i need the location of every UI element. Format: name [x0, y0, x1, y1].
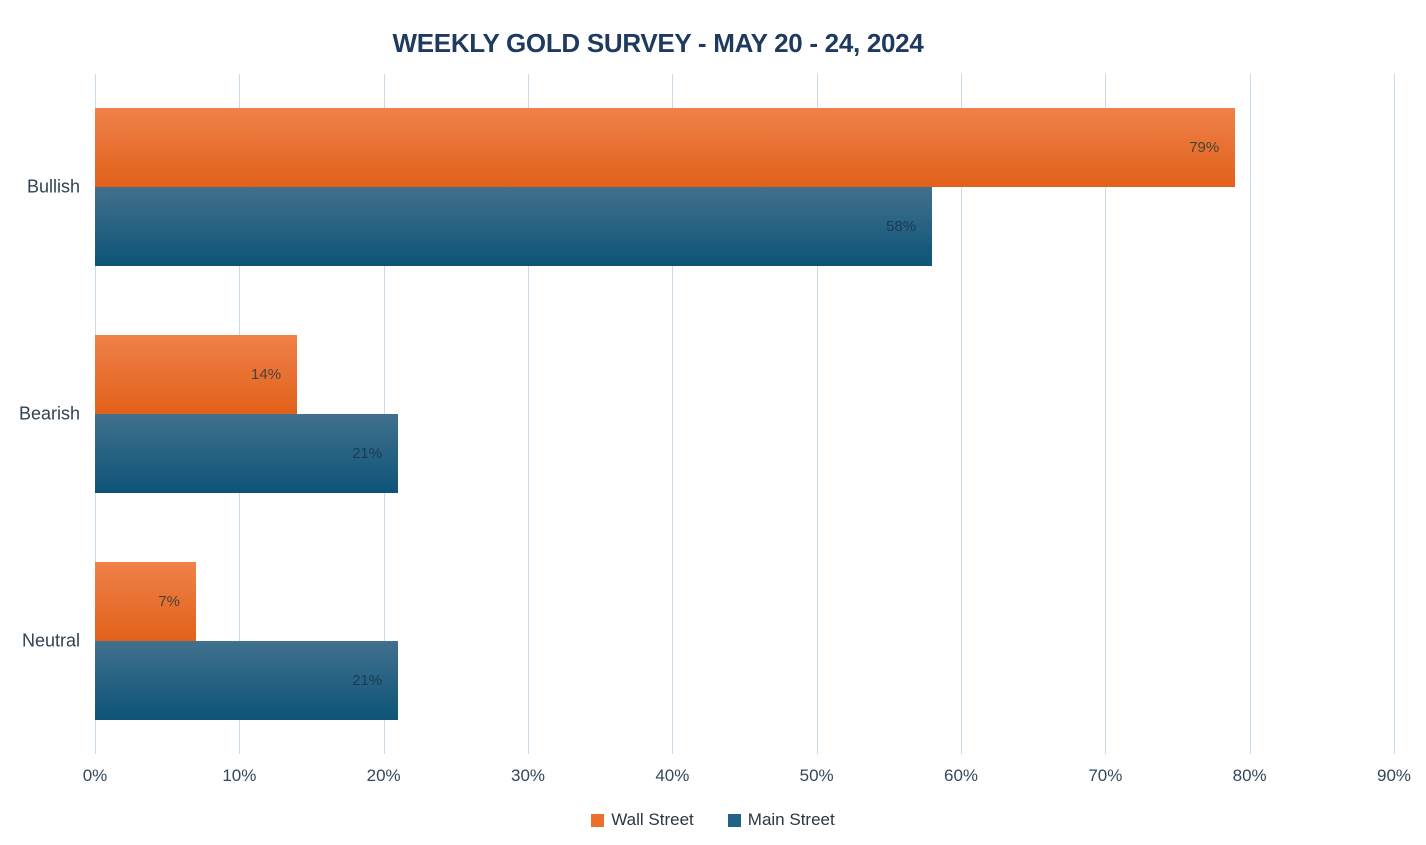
bar-value-label: 79% — [1189, 139, 1220, 157]
bar-wall-street-neutral: 7% — [95, 561, 197, 641]
category-label-bullish: Bullish — [26, 176, 80, 197]
legend-label: Main Street — [747, 810, 835, 829]
gridline — [816, 74, 818, 754]
gridline — [1105, 74, 1107, 754]
category-label-bearish: Bearish — [18, 403, 80, 424]
bar-main-street-bullish: 58% — [95, 187, 933, 267]
bar-wall-street-bullish: 79% — [95, 108, 1236, 188]
gridline — [1394, 74, 1395, 754]
bar-value-label: 21% — [352, 671, 383, 689]
x-axis-tick-label: 70% — [1088, 766, 1123, 785]
x-axis-tick-label: 10% — [222, 766, 257, 785]
x-axis-tick-label: 20% — [366, 766, 401, 785]
legend-label: Wall Street — [611, 810, 694, 829]
legend-swatch-icon — [727, 813, 741, 827]
legend: Wall Street Main Street — [0, 810, 1426, 830]
plot-area: 79% 58% 14% 21% 7% 21% — [95, 74, 1395, 754]
bar-value-label: 7% — [158, 592, 181, 610]
x-axis-tick-label: 50% — [799, 766, 834, 785]
x-axis-tick-label: 30% — [510, 766, 546, 785]
chart-title: WEEKLY GOLD SURVEY - MAY 20 - 24, 2024 — [392, 28, 924, 58]
category-label-neutral: Neutral — [21, 630, 80, 651]
legend-item-main-street: Main Street — [727, 810, 835, 830]
bar-main-street-neutral: 21% — [95, 640, 399, 720]
gridline — [672, 74, 674, 754]
x-axis-tick-label: 80% — [1232, 766, 1267, 785]
x-axis-tick-label: 0% — [82, 766, 108, 785]
x-axis-tick-label: 60% — [943, 766, 979, 785]
bar-value-label: 21% — [352, 445, 383, 462]
x-axis-tick-label: 90% — [1376, 766, 1412, 785]
bar-main-street-bearish: 21% — [95, 414, 399, 493]
gridline — [1249, 74, 1251, 754]
bar-wall-street-bearish: 14% — [95, 335, 298, 414]
legend-swatch-icon — [591, 813, 605, 827]
gridline — [528, 74, 529, 754]
legend-item-wall-street: Wall Street — [591, 810, 694, 830]
x-axis-tick-label: 40% — [655, 766, 690, 785]
bar-value-label: 58% — [886, 218, 917, 236]
gridline — [961, 74, 962, 754]
bar-value-label: 14% — [251, 366, 282, 383]
